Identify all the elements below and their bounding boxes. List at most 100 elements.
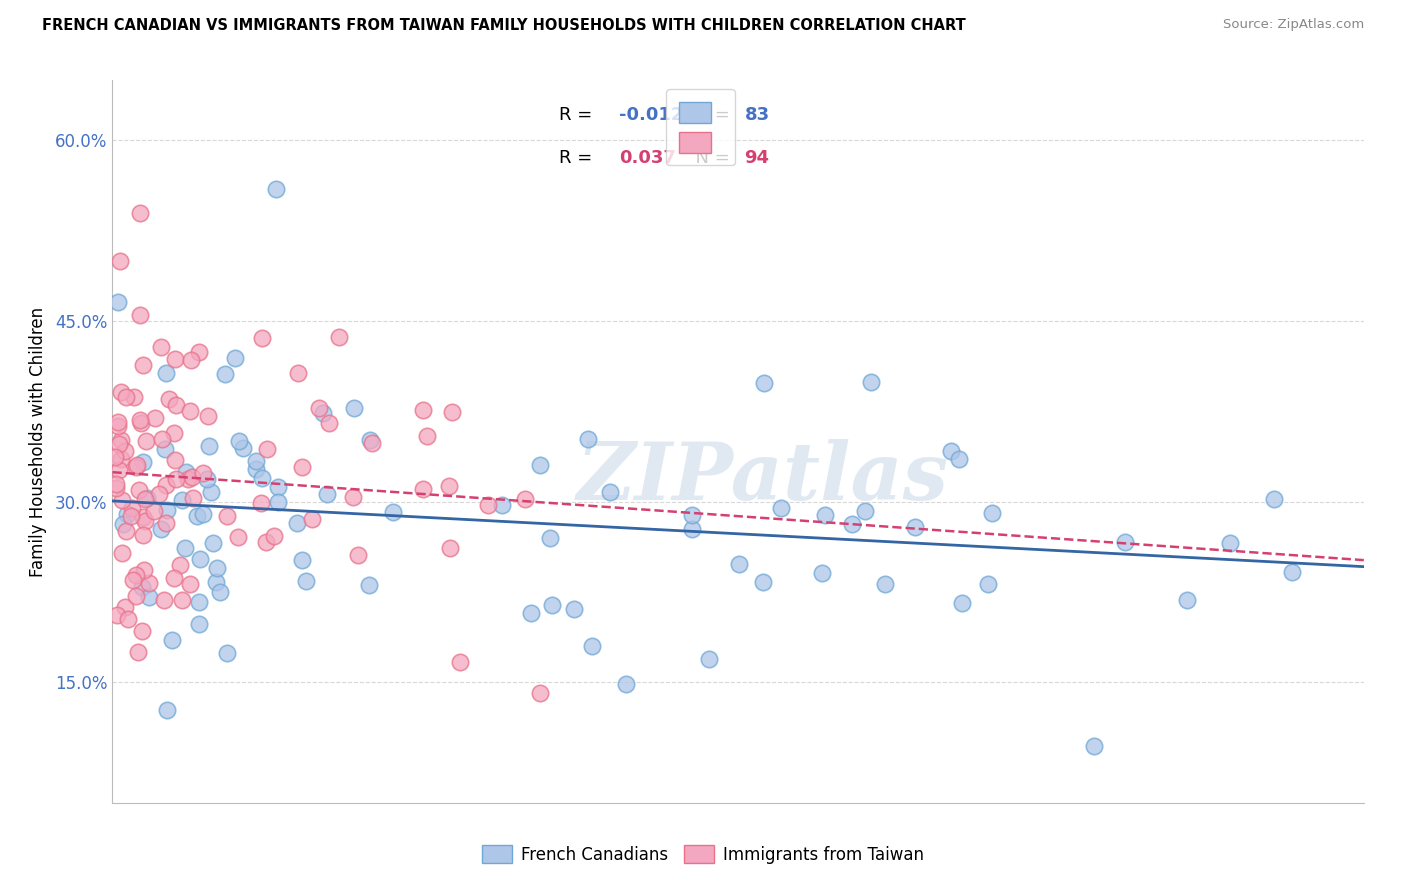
Point [728, 557, 751, 571]
Point [252, 331, 274, 345]
Point [114, 444, 136, 458]
Point [311, 406, 333, 420]
Point [859, 375, 882, 389]
Text: Source: ZipAtlas.com: Source: ZipAtlas.com [1223, 18, 1364, 31]
Point [205, 574, 228, 589]
Point [415, 429, 437, 443]
Point [681, 522, 703, 536]
Point [110, 433, 132, 447]
Point [841, 516, 863, 531]
Point [114, 390, 136, 404]
Point [117, 612, 139, 626]
Point [256, 442, 278, 456]
Point [491, 498, 513, 512]
Point [449, 655, 471, 669]
Text: 94: 94 [744, 149, 769, 167]
Point [263, 529, 285, 543]
Point [150, 433, 173, 447]
Legend: , : , [666, 89, 735, 165]
Point [697, 651, 720, 665]
Point [153, 442, 176, 457]
Point [195, 472, 218, 486]
Point [104, 476, 127, 491]
Point [111, 545, 134, 559]
Point [180, 469, 202, 483]
Text: -0.012: -0.012 [619, 105, 683, 124]
Point [153, 593, 176, 607]
Point [127, 458, 149, 473]
Point [1263, 491, 1285, 506]
Point [104, 481, 127, 495]
Point [245, 454, 267, 468]
Point [191, 467, 214, 481]
Point [107, 463, 129, 477]
Point [342, 490, 364, 504]
Point [128, 483, 150, 497]
Point [179, 577, 201, 591]
Point [179, 403, 201, 417]
Point [110, 452, 132, 467]
Point [529, 686, 551, 700]
Point [439, 541, 461, 555]
Point [163, 571, 186, 585]
Text: 0.037: 0.037 [619, 149, 676, 167]
Text: R =: R = [560, 105, 598, 124]
Point [131, 416, 153, 430]
Point [188, 616, 211, 631]
Text: N =: N = [685, 105, 735, 124]
Point [343, 401, 366, 415]
Point [576, 432, 599, 446]
Point [564, 602, 586, 616]
Point [143, 503, 166, 517]
Point [132, 358, 155, 372]
Point [191, 508, 214, 522]
Text: R =: R = [560, 149, 605, 167]
Point [477, 498, 499, 512]
Point [948, 452, 970, 467]
Point [266, 495, 288, 509]
Point [110, 253, 132, 268]
Point [148, 487, 170, 501]
Point [121, 573, 143, 587]
Point [181, 491, 204, 506]
Point [127, 645, 149, 659]
Point [215, 509, 238, 524]
Point [115, 524, 138, 538]
Point [264, 181, 287, 195]
Point [245, 462, 267, 476]
Point [519, 606, 541, 620]
Point [752, 574, 775, 589]
Point [156, 703, 179, 717]
Point [124, 567, 146, 582]
Point [752, 376, 775, 391]
Point [125, 460, 148, 475]
Point [200, 485, 222, 500]
Point [188, 344, 211, 359]
Point [107, 415, 129, 429]
Point [976, 576, 998, 591]
Point [308, 401, 330, 415]
Point [155, 516, 177, 530]
Point [128, 308, 150, 322]
Point [1083, 739, 1105, 753]
Point [770, 501, 793, 516]
Point [172, 593, 194, 607]
Point [412, 482, 434, 496]
Text: 83: 83 [744, 105, 769, 124]
Point [135, 434, 157, 449]
Point [513, 491, 536, 506]
Point [540, 598, 562, 612]
Point [853, 504, 876, 518]
Point [291, 459, 314, 474]
Point [328, 329, 350, 343]
Point [981, 506, 1004, 520]
Point [149, 340, 172, 354]
Point [316, 487, 339, 501]
Point [138, 575, 160, 590]
Point [163, 453, 186, 467]
Point [614, 676, 637, 690]
Point [538, 531, 561, 545]
Point [188, 551, 211, 566]
Point [224, 351, 246, 365]
Point [285, 516, 308, 530]
